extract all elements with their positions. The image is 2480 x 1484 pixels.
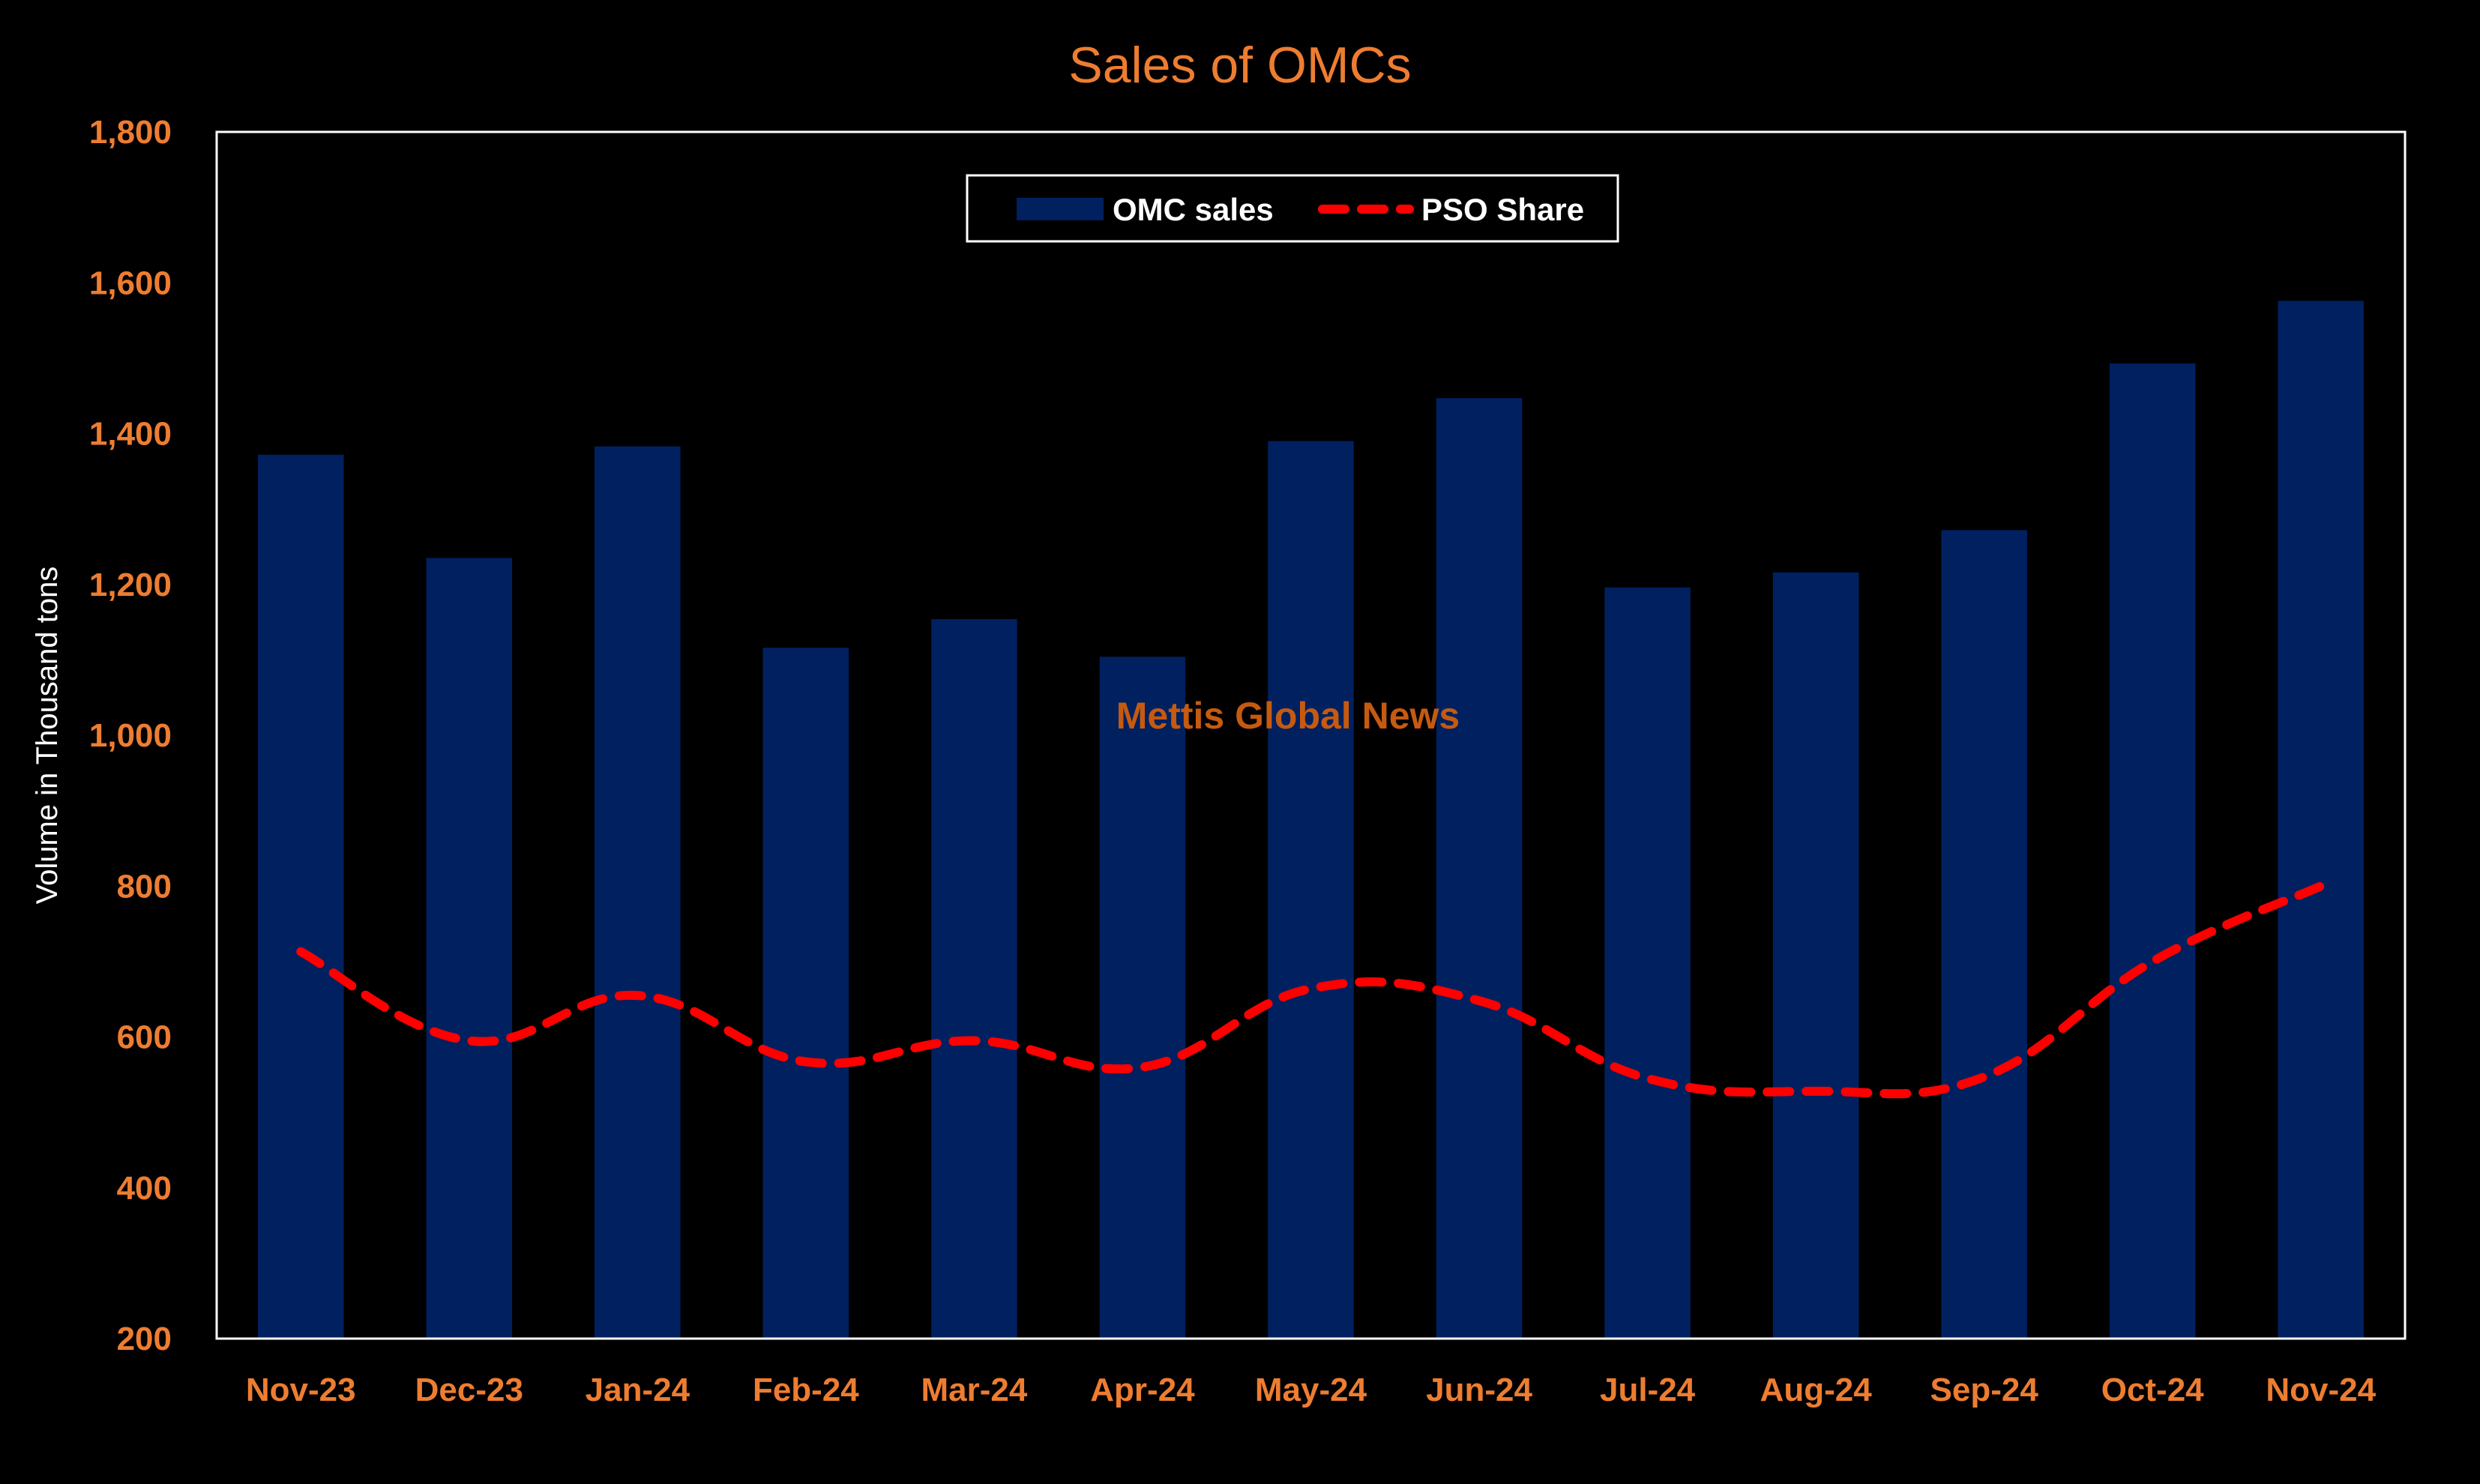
x-tick-label: Nov-23 xyxy=(246,1372,356,1408)
line-pso-share xyxy=(296,881,2326,1099)
x-tick-label: Sep-24 xyxy=(1930,1372,2039,1408)
point-pso-share-mar-24 xyxy=(972,1040,975,1043)
y-tick-label: 200 xyxy=(117,1321,172,1357)
point-pso-share-aug-24 xyxy=(1814,1090,1817,1093)
x-tick-label: Jul-24 xyxy=(1600,1372,1696,1408)
y-axis-title: Volume in Thousand tons xyxy=(31,567,64,905)
bar-omc-sales-apr-24 xyxy=(1099,657,1186,1338)
y-tick-label: 600 xyxy=(117,1019,172,1056)
y-tick-label: 1,200 xyxy=(89,567,172,603)
x-tick-label: Apr-24 xyxy=(1090,1372,1195,1408)
y-tick-label: 1,600 xyxy=(89,265,172,301)
x-tick-label: Mar-24 xyxy=(921,1372,1027,1408)
legend: OMC sales PSO Share xyxy=(966,174,1619,243)
bar-omc-sales-may-24 xyxy=(1268,441,1354,1338)
x-tick-label: Nov-24 xyxy=(2266,1372,2376,1408)
line-layer xyxy=(296,881,2326,1099)
x-tick-label: Jan-24 xyxy=(586,1372,690,1408)
x-tick-label: Jun-24 xyxy=(1426,1372,1532,1408)
bar-omc-sales-nov-23 xyxy=(258,454,344,1338)
bar-omc-sales-jul-24 xyxy=(1604,587,1691,1338)
point-pso-share-nov-23 xyxy=(299,950,302,953)
bar-omc-sales-dec-23 xyxy=(426,558,513,1338)
y-tick-label: 800 xyxy=(117,868,172,905)
x-tick-label: Dec-23 xyxy=(415,1372,523,1408)
x-tick-label: Aug-24 xyxy=(1760,1372,1873,1408)
chart-title: Sales of OMCs xyxy=(1068,37,1411,94)
point-pso-share-jul-24 xyxy=(1646,1077,1649,1080)
y-tick-label: 1,000 xyxy=(89,717,172,754)
x-axis-tick-labels: Nov-23 Dec-23 Jan-24 Feb-24 Mar-24 Apr-24 May-… xyxy=(246,1372,2377,1408)
bar-omc-sales-aug-24 xyxy=(1772,572,1859,1338)
y-tick-label: 1,800 xyxy=(89,114,172,151)
legend-swatch-omc-sales xyxy=(1017,198,1104,220)
point-pso-share-jun-24 xyxy=(1478,999,1481,1002)
bar-omc-sales-jan-24 xyxy=(595,446,681,1338)
x-tick-label: Oct-24 xyxy=(2101,1372,2204,1408)
point-pso-share-may-24 xyxy=(1310,987,1313,990)
bars-layer xyxy=(258,301,2364,1338)
y-tick-label: 1,400 xyxy=(89,416,172,453)
plot-area-border xyxy=(215,130,2407,1340)
point-pso-share-oct-24 xyxy=(2151,960,2154,963)
y-tick-label: 400 xyxy=(117,1170,172,1207)
bar-omc-sales-mar-24 xyxy=(931,619,1017,1338)
point-pso-share-nov-24 xyxy=(2320,884,2323,887)
x-tick-label: Feb-24 xyxy=(753,1372,859,1408)
x-tick-label: May-24 xyxy=(1255,1372,1367,1408)
point-pso-share-apr-24 xyxy=(1141,1066,1144,1069)
bar-omc-sales-sep-24 xyxy=(1941,530,2027,1338)
legend-label-pso-share: PSO Share xyxy=(1421,192,1584,227)
bar-omc-sales-nov-24 xyxy=(2278,301,2364,1338)
point-pso-share-sep-24 xyxy=(1983,1076,1986,1079)
bar-omc-sales-feb-24 xyxy=(762,648,849,1338)
point-pso-share-feb-24 xyxy=(804,1061,807,1064)
point-pso-share-dec-23 xyxy=(468,1040,471,1043)
watermark-text: Mettis Global News xyxy=(1116,695,1460,737)
bar-omc-sales-jun-24 xyxy=(1436,398,1523,1338)
bar-omc-sales-oct-24 xyxy=(2109,363,2196,1338)
point-pso-share-jan-24 xyxy=(636,994,639,997)
legend-label-omc-sales: OMC sales xyxy=(1113,192,1274,227)
y-axis-tick-labels: 200 400 600 800 1,000 1,200 1,400 1,600 1,800 xyxy=(89,114,172,1357)
